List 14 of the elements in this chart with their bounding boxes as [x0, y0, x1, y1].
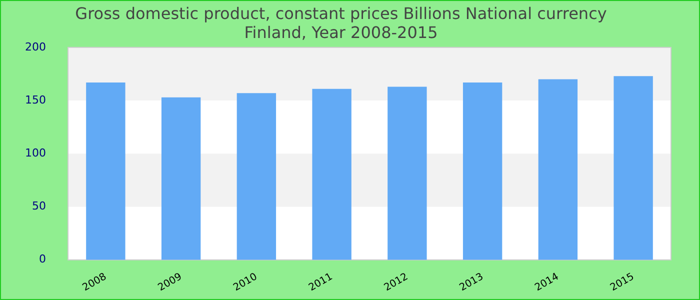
bar	[161, 97, 201, 260]
bar	[388, 86, 427, 260]
y-tick-label: 50	[32, 200, 46, 213]
bar	[538, 79, 578, 260]
bar	[86, 82, 126, 260]
y-tick-label: 0	[38, 252, 46, 266]
chart-title: Gross domestic product, constant prices Billions National currency Finland, Year 2008-2015	[75, 4, 607, 42]
bar	[614, 76, 653, 260]
y-tick-label: 150	[24, 93, 46, 106]
y-tick-label: 100	[24, 146, 46, 160]
bar	[236, 93, 276, 260]
bar	[312, 88, 352, 260]
bar	[462, 82, 502, 260]
y-tick-label: 200	[24, 40, 46, 54]
